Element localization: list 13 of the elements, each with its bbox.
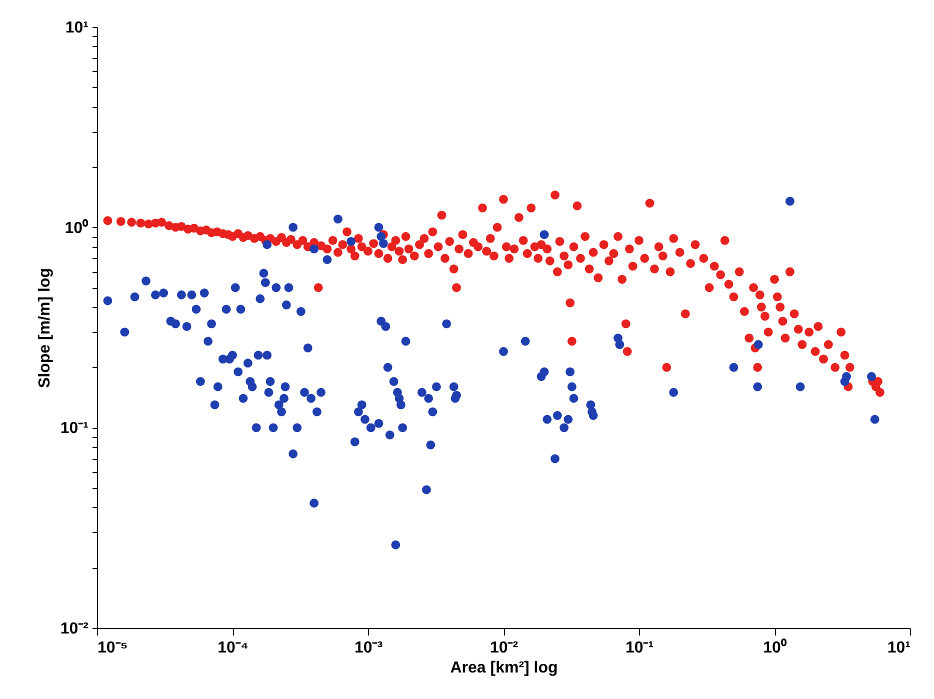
x-tick-label: 10⁻²: [490, 640, 518, 656]
x-tick-label: 10¹: [887, 640, 910, 656]
y-tick-label: 10⁻¹: [60, 420, 88, 438]
y-tick-label: 10¹: [65, 20, 88, 36]
y-tick-label: 10⁰: [64, 218, 88, 237]
y-axis-title: Slope [m/m] log: [36, 268, 54, 388]
x-tick-label: 10⁰: [763, 638, 787, 656]
x-tick-label: 10⁻³: [354, 640, 383, 656]
y-tick-label: 10⁻²: [60, 620, 88, 638]
x-axis-title: Area [km²] log: [450, 660, 558, 676]
x-tick-label: 10⁻⁵: [98, 640, 128, 656]
x-tick-label: 10⁻⁴: [218, 640, 248, 656]
x-tick-label: 10⁻¹: [625, 640, 654, 656]
